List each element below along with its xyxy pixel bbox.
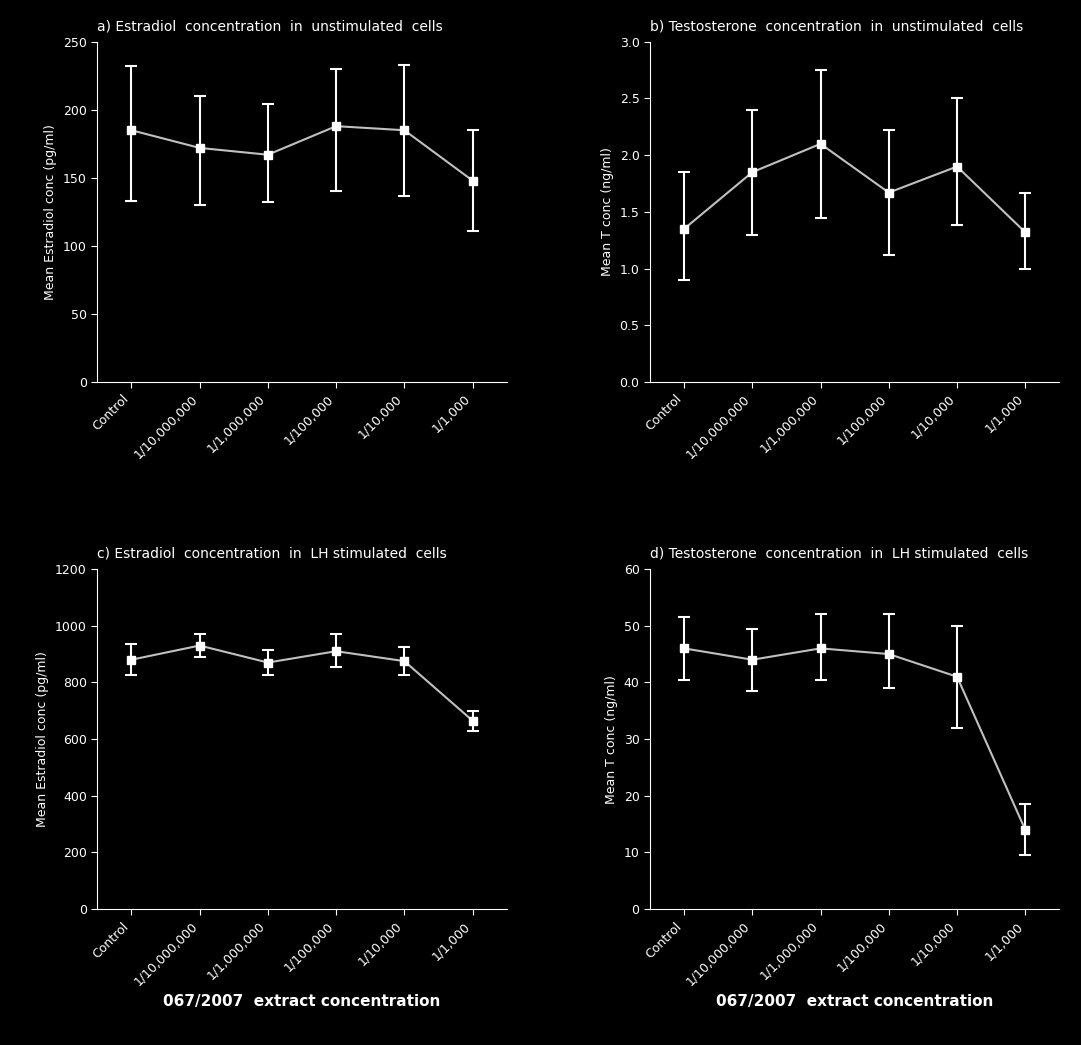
X-axis label: 067/2007  extract concentration: 067/2007 extract concentration — [716, 994, 993, 1008]
Text: d) Testosterone  concentration  in  LH stimulated  cells: d) Testosterone concentration in LH stim… — [650, 547, 1028, 561]
Y-axis label: Mean Estradiol conc (pg/ml): Mean Estradiol conc (pg/ml) — [44, 124, 57, 300]
Y-axis label: Mean T conc (ng/ml): Mean T conc (ng/ml) — [601, 147, 614, 276]
Y-axis label: Mean Estradiol conc (pg/ml): Mean Estradiol conc (pg/ml) — [37, 651, 50, 827]
X-axis label: 067/2007  extract concentration: 067/2007 extract concentration — [163, 994, 441, 1008]
Text: b) Testosterone  concentration  in  unstimulated  cells: b) Testosterone concentration in unstimu… — [650, 20, 1024, 33]
Text: a) Estradiol  concentration  in  unstimulated  cells: a) Estradiol concentration in unstimulat… — [97, 20, 443, 33]
Text: c) Estradiol  concentration  in  LH stimulated  cells: c) Estradiol concentration in LH stimula… — [97, 547, 448, 561]
Y-axis label: Mean T conc (ng/ml): Mean T conc (ng/ml) — [605, 675, 618, 804]
